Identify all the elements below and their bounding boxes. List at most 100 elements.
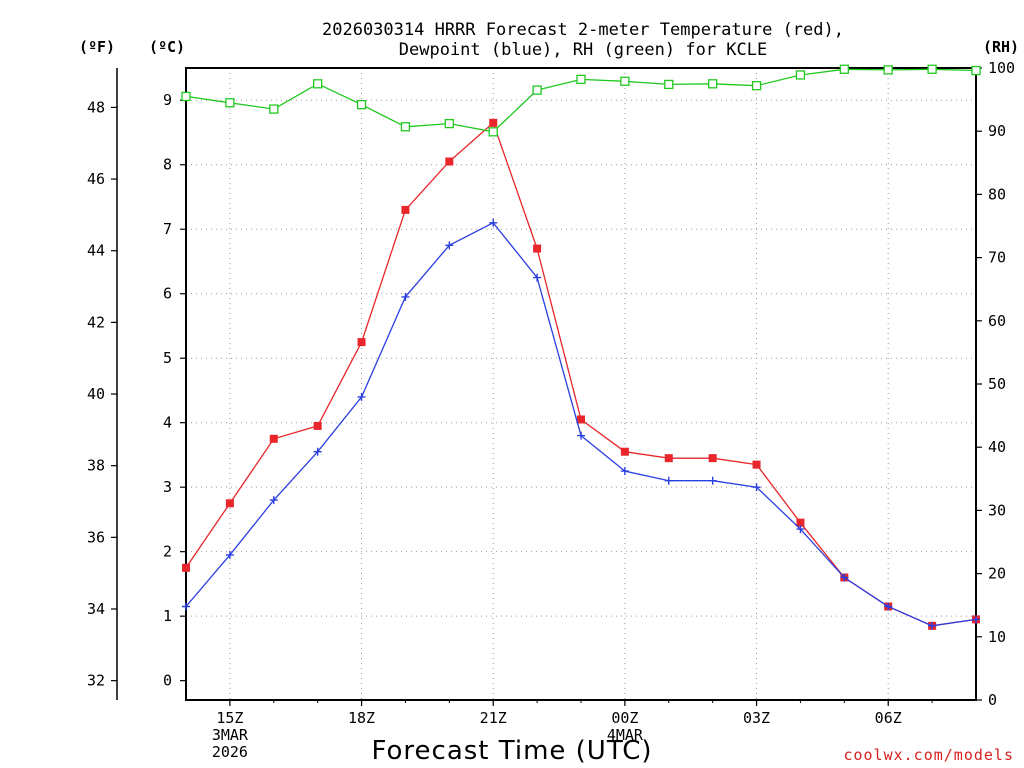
temperature-point: [796, 518, 805, 527]
x-tick-label: 21Z: [480, 709, 507, 727]
rh-point: [664, 79, 674, 90]
rh-point: [795, 70, 806, 80]
rh-point: [269, 104, 279, 114]
dewpoint-point: [401, 292, 410, 301]
temperature-point: [357, 338, 366, 347]
rh-tick-label: 10: [988, 628, 1006, 646]
temperature-point: [489, 118, 498, 127]
x-tick-label: 4MAR: [607, 726, 644, 744]
grid-lines: [186, 68, 976, 700]
fahrenheit-tick-label: 36: [87, 528, 105, 546]
celsius-tick-label: 5: [163, 349, 172, 367]
chart-title-line-1: 2026030314 HRRR Forecast 2-meter Tempera…: [322, 20, 844, 40]
rh-point: [576, 74, 586, 85]
rh-tick-label: 100: [988, 59, 1015, 77]
dewpoint-point: [664, 476, 673, 485]
rh-point: [400, 122, 411, 132]
celsius-tick-label: 0: [163, 672, 172, 690]
fahrenheit-tick-label: 32: [87, 672, 105, 690]
dewpoint-point: [357, 392, 366, 401]
x-tick-label: 18Z: [348, 709, 375, 727]
temperature-point: [445, 157, 454, 166]
celsius-tick-label: 4: [163, 414, 172, 432]
rh-point: [839, 64, 849, 74]
temperature-point: [269, 434, 278, 443]
rh-tick-label: 70: [988, 249, 1006, 267]
temperature-line: [185, 121, 977, 627]
dewpoint-point: [225, 550, 234, 559]
x-tick-label: 15Z: [216, 709, 243, 727]
x-axis-title: Forecast Time (UTC): [371, 736, 652, 766]
rh-tick-label: 50: [988, 375, 1006, 393]
rh-tick-label: 20: [988, 565, 1006, 583]
plot-border: [185, 67, 977, 701]
dewpoint-point: [445, 241, 454, 250]
temperature-point: [577, 415, 585, 424]
rh-point: [620, 76, 630, 86]
temperature-point: [620, 447, 629, 456]
celsius-unit-label: (ºC): [149, 38, 185, 56]
x-tick-label: 3MAR: [212, 726, 249, 744]
temperature-point: [182, 563, 190, 572]
rh-unit-label: (RH): [983, 38, 1019, 56]
celsius-tick-label: 1: [163, 607, 172, 625]
rh-point: [927, 64, 937, 74]
rh-point: [444, 118, 454, 129]
dewpoint-point: [840, 573, 849, 582]
chart-title-line-2: Dewpoint (blue), RH (green) for KCLE: [399, 40, 767, 60]
fahrenheit-unit-label: (ºF): [79, 38, 115, 56]
rh-tick-label: 90: [988, 122, 1006, 140]
dewpoint-point: [533, 273, 542, 282]
dewpoint-point: [752, 483, 761, 492]
temperature-point: [401, 205, 410, 214]
dewpoint-point: [620, 467, 629, 476]
rh-point: [751, 81, 762, 91]
celsius-tick-label: 2: [163, 543, 172, 561]
rh-point: [181, 91, 191, 102]
temperature-point: [664, 454, 673, 463]
rh-tick-label: 0: [988, 691, 997, 709]
dewpoint-point: [269, 496, 278, 505]
temperature-point: [313, 421, 322, 430]
rh-point: [708, 79, 718, 89]
temperature-point: [708, 454, 717, 463]
dewpoint-point: [884, 602, 893, 611]
data-series: [181, 64, 981, 630]
dewpoint-point: [796, 525, 805, 534]
fahrenheit-tick-label: 34: [87, 600, 105, 618]
rh-point: [532, 85, 542, 95]
rh-tick-label: 40: [988, 438, 1006, 456]
fahrenheit-tick-label: 46: [87, 170, 105, 188]
fahrenheit-tick-label: 48: [87, 98, 105, 116]
fahrenheit-tick-label: 40: [87, 385, 105, 403]
celsius-tick-label: 8: [163, 156, 172, 174]
dewpoint-point: [972, 615, 980, 624]
celsius-tick-label: 6: [163, 285, 172, 303]
temperature-point: [752, 460, 761, 469]
rh-tick-label: 60: [988, 312, 1006, 330]
rh-point: [883, 65, 893, 75]
rh-point: [225, 98, 235, 108]
plot-frame: [185, 67, 977, 701]
dewpoint-point: [489, 218, 498, 227]
fahrenheit-tick-label: 38: [87, 457, 105, 475]
x-tick-label: 03Z: [743, 709, 770, 727]
x-tick-label: 06Z: [875, 709, 902, 727]
dewpoint-point: [577, 431, 585, 440]
rh-point: [488, 127, 498, 137]
temperature-point: [533, 244, 542, 253]
rh-tick-label: 80: [988, 185, 1006, 203]
x-tick-label: 2026: [212, 743, 248, 761]
celsius-tick-label: 7: [163, 220, 172, 238]
source-credit: coolwx.com/models: [843, 746, 1014, 764]
x-tick-label: 00Z: [611, 709, 638, 727]
rh-tick-label: 30: [988, 501, 1006, 519]
dewpoint-point: [182, 602, 190, 611]
temperature-point: [225, 499, 234, 508]
celsius-tick-label: 9: [163, 91, 172, 109]
rh-point: [313, 79, 323, 89]
fahrenheit-tick-label: 44: [87, 242, 105, 260]
celsius-tick-label: 3: [163, 478, 172, 496]
